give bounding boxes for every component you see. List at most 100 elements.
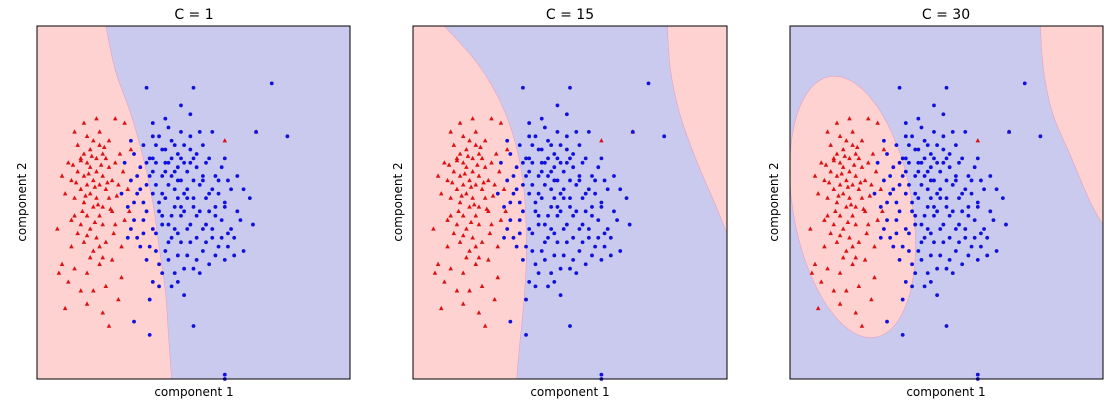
class-1-point — [502, 235, 506, 240]
class-1-point — [179, 103, 183, 108]
class-1-point — [580, 196, 585, 200]
class-0-point — [840, 164, 846, 169]
class-1-point — [185, 187, 190, 192]
class-0-point — [112, 221, 118, 227]
class-1-point — [505, 138, 510, 143]
class-1-point — [166, 160, 171, 165]
class-1-point — [953, 143, 958, 148]
class-0-point — [490, 193, 496, 198]
class-1-point — [928, 280, 933, 284]
class-0-point — [103, 186, 109, 191]
class-1-point — [586, 235, 591, 240]
class-0-point — [449, 180, 455, 185]
class-1-point — [932, 130, 936, 134]
class-0-region-right — [667, 25, 728, 234]
class-1-point — [163, 160, 168, 165]
class-1-point — [194, 152, 199, 156]
class-1-point — [596, 235, 601, 240]
class-0-point — [112, 116, 118, 121]
class-0-point — [454, 157, 460, 163]
class-1-point — [542, 125, 547, 130]
class-0-point — [83, 193, 88, 198]
class-1-point — [200, 143, 205, 148]
class-1-point — [907, 231, 911, 236]
class-1-point — [935, 143, 940, 148]
class-1-point — [910, 262, 914, 267]
class-1-point — [941, 134, 946, 139]
class-0-point — [81, 120, 87, 125]
class-0-point — [837, 301, 843, 306]
class-0-point — [486, 257, 491, 262]
class-1-point — [919, 160, 924, 165]
class-1-point — [900, 244, 905, 249]
class-0-point — [822, 217, 827, 222]
class-1-point — [979, 178, 983, 183]
class-1-point — [508, 200, 513, 205]
class-1-point — [210, 227, 215, 231]
class-1-point — [602, 178, 607, 183]
class-0-point — [845, 219, 851, 225]
class-1-point — [154, 143, 158, 148]
class-1-point — [564, 112, 569, 117]
class-1-point — [132, 218, 136, 223]
class-1-point — [564, 147, 569, 152]
class-1-point — [169, 235, 174, 240]
class-1-point — [157, 284, 161, 289]
class-0-point — [837, 182, 843, 187]
axes-frame — [789, 25, 1104, 380]
class-1-point — [533, 209, 538, 214]
class-0-point — [858, 180, 863, 185]
class-0-point — [865, 221, 871, 227]
class-0-point — [473, 261, 479, 266]
class-1-point — [885, 218, 889, 223]
class-0-point — [850, 213, 855, 218]
class-0-point — [56, 270, 62, 275]
class-1-point — [564, 160, 569, 165]
class-1-point — [188, 222, 193, 227]
class-0-point — [103, 283, 109, 289]
class-1-point — [577, 174, 582, 178]
class-1-point — [608, 253, 613, 258]
class-1-point — [157, 209, 161, 214]
class-0-point — [837, 213, 843, 218]
class-0-point — [473, 182, 479, 187]
class-0-point — [834, 120, 840, 125]
class-0-point — [823, 162, 829, 167]
class-0-point — [442, 279, 447, 284]
class-1-point — [160, 213, 165, 218]
class-1-point — [944, 178, 949, 183]
class-1-point — [966, 253, 971, 258]
class-1-point — [147, 332, 152, 337]
class-1-point — [549, 143, 554, 148]
class-0-point — [457, 173, 463, 178]
class-0-point — [856, 155, 862, 161]
class-1-point — [129, 138, 133, 143]
class-1-point — [953, 249, 958, 253]
class-0-point — [812, 173, 818, 178]
class-0-point — [486, 208, 491, 214]
class-1-point — [285, 134, 290, 139]
class-1-point — [269, 81, 274, 86]
class-1-point — [514, 187, 519, 192]
class-1-point — [179, 240, 183, 245]
class-1-point — [574, 271, 579, 275]
class-1-point — [979, 231, 983, 236]
class-1-point — [950, 182, 955, 187]
class-1-point — [508, 152, 513, 156]
class-1-point — [191, 196, 196, 200]
class-1-point — [903, 280, 908, 284]
class-1-point — [188, 240, 193, 245]
class-1-point — [599, 257, 604, 262]
class-1-point — [599, 372, 604, 377]
class-1-point — [530, 249, 535, 253]
class-0-point — [114, 193, 120, 198]
class-0-point — [432, 270, 438, 275]
class-1-point — [505, 178, 510, 183]
class-1-point — [564, 240, 569, 245]
class-1-point — [966, 174, 971, 178]
class-0-point — [836, 193, 841, 198]
class-1-point — [555, 178, 560, 183]
class-0-point — [815, 191, 821, 196]
class-1-point — [150, 227, 155, 231]
class-1-point — [527, 280, 532, 284]
